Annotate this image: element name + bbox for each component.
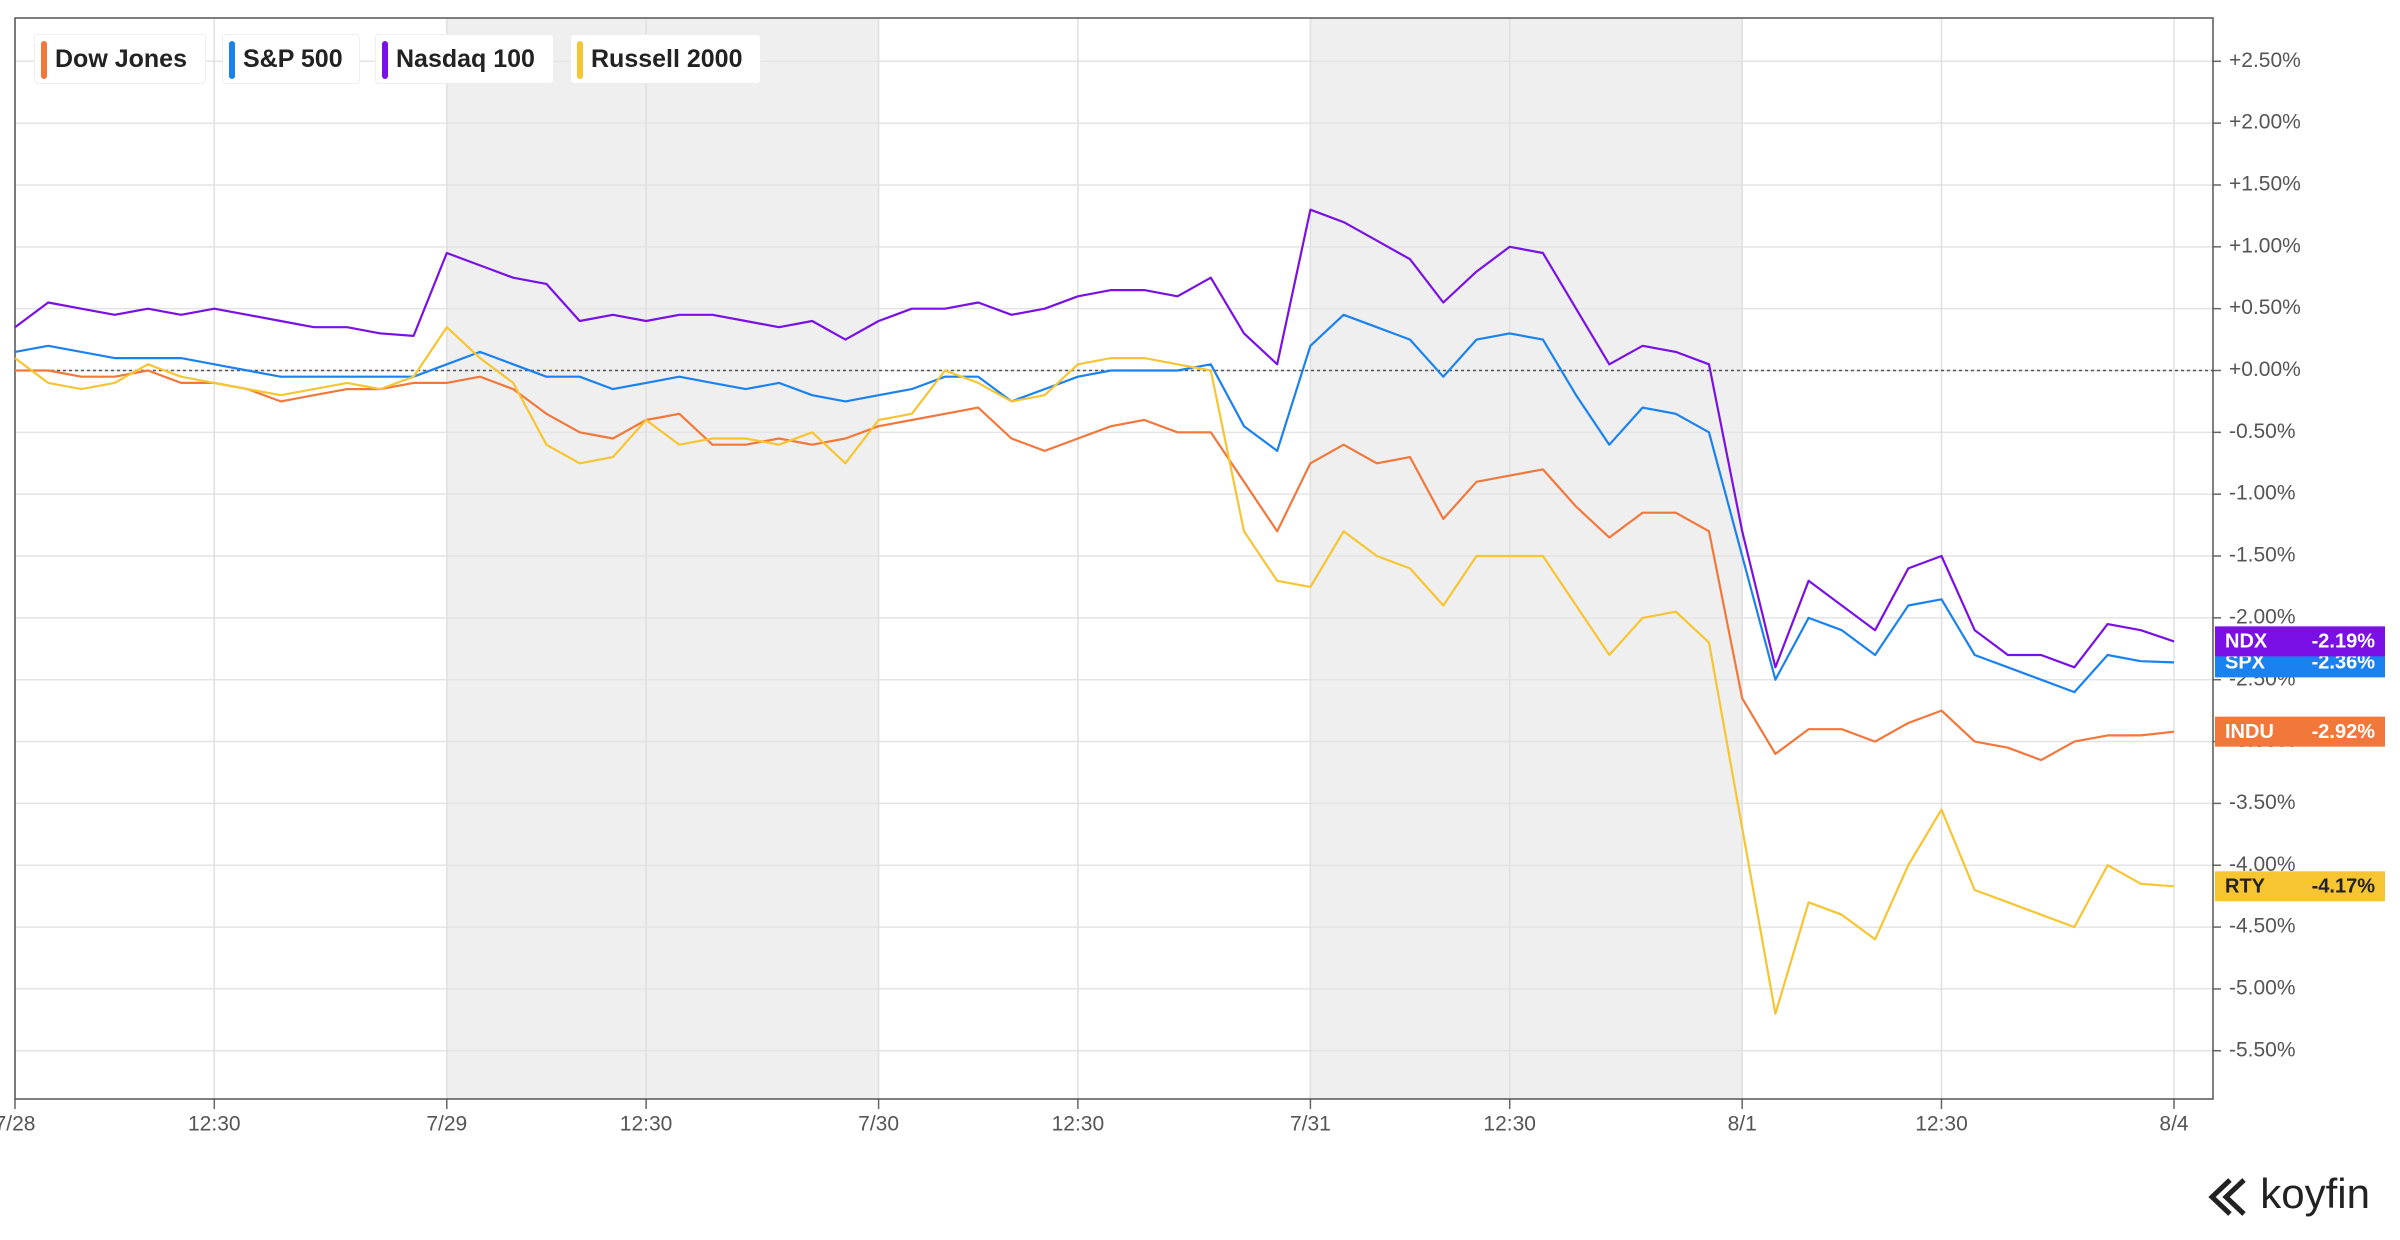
x-tick-label: 8/1 [1728, 1113, 1757, 1136]
x-tick-label: 7/28 [0, 1113, 35, 1136]
end-label-box [2215, 871, 2385, 902]
y-tick-label: +0.50% [2229, 296, 2301, 319]
end-label-ticker: RTY [2225, 876, 2266, 898]
x-tick-label: 12:30 [1483, 1113, 1536, 1136]
legend-swatch [229, 41, 235, 79]
y-tick-label: -1.00% [2229, 482, 2296, 505]
end-label-value: -4.17% [2312, 876, 2376, 898]
y-tick-label: -4.50% [2229, 915, 2296, 938]
legend-label: S&P 500 [243, 45, 343, 73]
x-tick-label: 8/4 [2159, 1113, 2189, 1136]
series-line [14, 313, 2175, 694]
y-tick-label: +0.00% [2229, 358, 2301, 381]
end-label-value: -2.92% [2312, 721, 2376, 743]
end-label: NDX -2.19% [2215, 626, 2385, 657]
series-line [14, 326, 2175, 1015]
day-shade [1310, 18, 1743, 1099]
end-label: RTY -4.17% [2215, 871, 2385, 902]
y-tick-label: -2.00% [2229, 605, 2296, 628]
legend-swatch [577, 41, 583, 79]
x-tick-label: 12:30 [620, 1113, 673, 1136]
y-tick-label: -3.50% [2229, 791, 2296, 814]
y-tick-label: +2.50% [2229, 49, 2301, 72]
y-tick-label: +1.50% [2229, 173, 2301, 196]
end-label-ticker: NDX [2225, 631, 2268, 653]
legend-item[interactable]: Russell 2000 [570, 34, 761, 84]
legend-swatch [41, 41, 47, 79]
y-tick-label: -0.50% [2229, 420, 2296, 443]
y-tick-label: +2.00% [2229, 111, 2301, 134]
end-label-value: -2.19% [2312, 631, 2376, 653]
y-tick-label: -1.50% [2229, 544, 2296, 567]
x-tick-label: 7/30 [858, 1113, 899, 1136]
x-tick-label: 12:30 [1052, 1113, 1105, 1136]
end-label-box [2215, 716, 2385, 747]
brand: koyfin [2260, 1170, 2370, 1217]
x-tick-label: 7/31 [1290, 1113, 1331, 1136]
plot-frame [14, 17, 2214, 1100]
brand-logo [2208, 1178, 2246, 1216]
series-line [14, 208, 2175, 669]
legend-label: Dow Jones [55, 45, 187, 73]
legend-item[interactable]: Nasdaq 100 [375, 34, 554, 84]
y-tick-label: -4.00% [2229, 853, 2296, 876]
legend-label: Nasdaq 100 [396, 45, 535, 73]
y-tick-label: -5.50% [2229, 1038, 2296, 1061]
x-tick-label: 7/29 [426, 1113, 467, 1136]
series-line [15, 369, 2175, 762]
legend-swatch [382, 41, 388, 79]
day-shade [446, 18, 879, 1099]
end-label-box [2215, 626, 2385, 657]
y-tick-label: -5.00% [2229, 976, 2296, 999]
legend-item[interactable]: S&P 500 [222, 34, 360, 84]
end-label-ticker: INDU [2225, 721, 2274, 743]
y-tick-label: +1.00% [2229, 234, 2301, 257]
end-label-ticker: SPX [2225, 652, 2266, 674]
end-label: INDU -2.92% [2215, 716, 2385, 747]
legend-label: Russell 2000 [591, 45, 743, 73]
legend-item[interactable]: Dow Jones [34, 34, 206, 84]
end-label-value: -2.36% [2312, 652, 2376, 674]
x-tick-label: 12:30 [1915, 1113, 1968, 1136]
x-tick-label: 12:30 [188, 1113, 241, 1136]
